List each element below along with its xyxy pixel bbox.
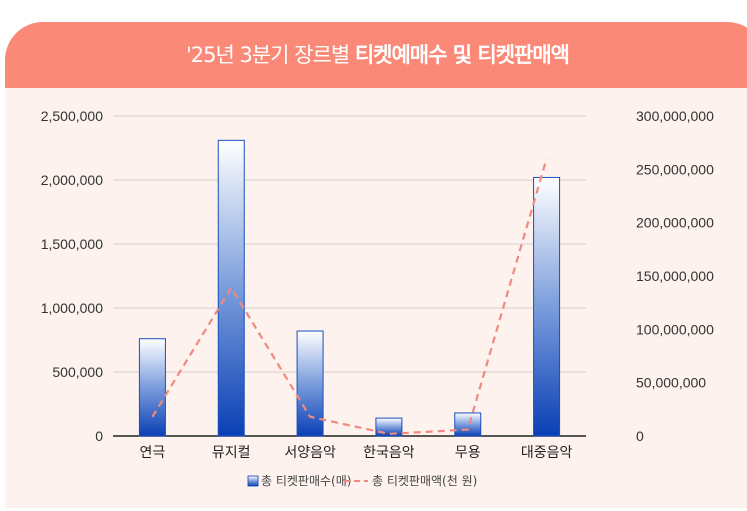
bar-서양음악 bbox=[296, 330, 324, 437]
bar-한국음악 bbox=[375, 417, 403, 437]
x-tick-label: 연극 bbox=[140, 445, 166, 461]
x-tick-label: 대중음악 bbox=[521, 445, 573, 461]
y-right-tick-label: 200,000,000 bbox=[636, 215, 714, 231]
legend-bar-label: 총 티켓판매수(매) bbox=[261, 474, 351, 488]
bar-무용 bbox=[454, 412, 482, 437]
y-right-tick-label: 100,000,000 bbox=[636, 321, 714, 337]
y-left-tick-label: 2,500,000 bbox=[41, 108, 103, 124]
x-tick-label: 한국음악 bbox=[363, 445, 415, 461]
y-left-tick-label: 1,500,000 bbox=[41, 236, 103, 252]
legend-line-label: 총 티켓판매액(천 원) bbox=[372, 473, 477, 488]
bar-연극 bbox=[138, 338, 166, 437]
y-left-tick-label: 1,000,000 bbox=[41, 300, 103, 316]
y-right-tick-label: 250,000,000 bbox=[636, 161, 714, 177]
y-right-tick-label: 300,000,000 bbox=[636, 108, 714, 124]
chart-header: '25년 3분기 장르별 티켓예매수 및 티켓판매액 bbox=[5, 22, 747, 88]
x-tick-label: 서양음악 bbox=[284, 445, 336, 461]
title-light: '25년 3분기 장르별 bbox=[186, 43, 355, 67]
y-right-tick-label: 50,000,000 bbox=[636, 375, 706, 391]
y-right-tick-label: 0 bbox=[636, 428, 644, 444]
y-left-tick-label: 0 bbox=[95, 428, 103, 444]
sales-amount-line bbox=[151, 158, 548, 435]
x-tick-label: 뮤지컬 bbox=[212, 445, 251, 461]
bar-대중음악 bbox=[533, 176, 561, 437]
x-tick-label: 무용 bbox=[455, 445, 481, 461]
title-bold: 티켓예매수 및 티켓판매액 bbox=[354, 43, 570, 67]
y-right-tick-label: 150,000,000 bbox=[636, 268, 714, 284]
y-left-tick-label: 2,000,000 bbox=[41, 172, 103, 188]
legend-bar-swatch bbox=[247, 475, 259, 487]
chart-title: '25년 3분기 장르별 티켓예매수 및 티켓판매액 bbox=[5, 39, 747, 69]
y-left-tick-label: 500,000 bbox=[52, 364, 103, 380]
legend: 총 티켓판매수(매) 총 티켓판매액(천 원) bbox=[247, 473, 477, 488]
